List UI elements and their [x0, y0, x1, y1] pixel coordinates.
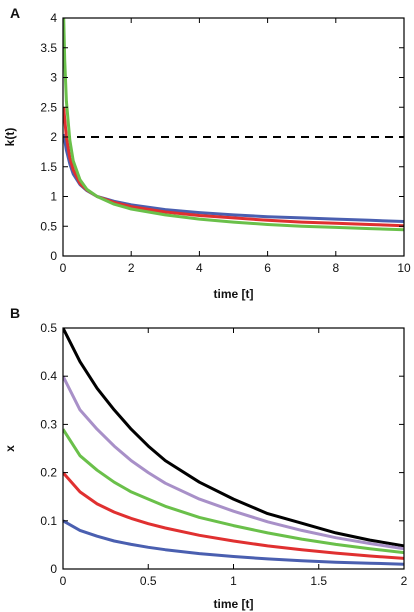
x-tick-label: 0: [60, 261, 67, 275]
x-axis-label: time [t]: [214, 287, 254, 301]
y-tick-label: 2: [50, 130, 57, 144]
y-tick-label: 1: [50, 190, 57, 204]
series-line-3: [63, 428, 404, 555]
x-tick-label: 1: [230, 574, 237, 588]
y-tick-label: 0.4: [40, 369, 57, 383]
x-axis-label: time [t]: [214, 597, 254, 611]
x-tick-label: 6: [264, 261, 271, 275]
series-line-1: [63, 328, 404, 548]
y-tick-label: 2.5: [40, 100, 57, 114]
chart-panel-a: A 0 2 4 6 8 10 0 0.5 1 1.5 2 2.5 3 3.5 4 time [t] k(t): [3, 5, 411, 301]
y-tick-label: 4: [50, 11, 57, 25]
y-tick-label: 0.1: [40, 514, 57, 528]
y-tick-label: 0: [50, 249, 57, 263]
x-tick-label: 4: [196, 261, 203, 275]
x-tick-label: 0: [60, 574, 67, 588]
x-tick-label: 2: [401, 574, 408, 588]
series-line-2: [63, 375, 404, 551]
y-tick-label: 1.5: [40, 160, 57, 174]
x-tick-label: 1.5: [310, 574, 327, 588]
chart-panel-b: B 0 0.5 1 1.5 2 0 0.1 0.2 0.3 0.4 0.5 time [t] x: [3, 305, 408, 611]
series-line-2: [63, 107, 404, 228]
y-axis-label: k(t): [3, 128, 17, 147]
y-tick-label: 0.5: [40, 321, 57, 335]
y-tick-label: 0: [50, 562, 57, 576]
panel-label: A: [10, 5, 20, 21]
x-tick-label: 10: [397, 261, 411, 275]
y-tick-label: 3: [50, 71, 57, 85]
series-line-5: [63, 519, 404, 566]
y-tick-label: 3.5: [40, 41, 57, 55]
series-line-3: [63, 18, 404, 232]
panel-label: B: [10, 305, 20, 321]
x-tick-label: 0.5: [140, 574, 157, 588]
series-line-4: [63, 471, 404, 560]
y-tick-label: 0.2: [40, 466, 57, 480]
x-tick-label: 2: [128, 261, 135, 275]
y-tick-label: 0.5: [40, 219, 57, 233]
x-tick-label: 8: [332, 261, 339, 275]
series-line-1: [63, 133, 404, 223]
y-tick-label: 0.3: [40, 417, 57, 431]
y-axis-label: x: [3, 445, 17, 452]
plot-frame: [62, 327, 405, 570]
